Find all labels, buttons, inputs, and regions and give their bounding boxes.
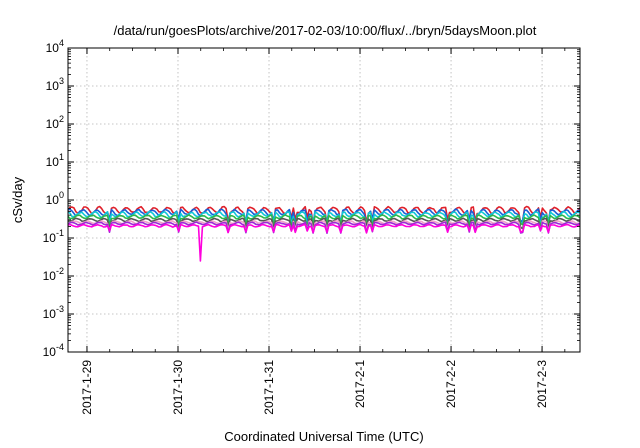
y-tick-exponent: -1	[56, 228, 64, 238]
y-tick-label: 103	[46, 76, 64, 93]
x-tick-label: 2017-1-29	[80, 360, 94, 415]
series-group	[67, 205, 581, 262]
chart-title: /data/run/goesPlots/archive/2017-02-03/1…	[114, 23, 537, 38]
x-tick-label: 2017-2-2	[444, 360, 458, 408]
y-tick-label: 100	[46, 190, 64, 207]
flux-series-line	[67, 217, 581, 231]
grid	[68, 48, 580, 352]
y-tick-label: 10-3	[43, 304, 64, 321]
flux-series-line	[67, 208, 581, 227]
flux-series-line	[67, 223, 581, 262]
x-tick-label: 2017-1-31	[262, 360, 276, 415]
x-tick-labels: 2017-1-29 2017-1-30 2017-1-31 2017-2-1 2017-…	[80, 360, 549, 415]
y-tick-label: 101	[46, 152, 64, 169]
x-axis-label: Coordinated Universal Time (UTC)	[224, 429, 423, 444]
y-tick-label: 10-1	[43, 228, 64, 245]
y-tick-label: 10-2	[43, 266, 64, 283]
y-tick-label: 104	[46, 38, 64, 55]
y-tick-exponent: 0	[59, 190, 64, 200]
flux-series-line	[67, 221, 581, 234]
x-tick-label: 2017-2-3	[535, 360, 549, 408]
y-tick-label: 102	[46, 114, 64, 131]
y-tick-exponent: 2	[59, 114, 64, 124]
y-tick-exponent: -2	[56, 266, 64, 276]
flux-series-line	[67, 214, 581, 228]
y-tick-exponent: -3	[56, 304, 64, 314]
x-tick-label: 2017-2-1	[353, 360, 367, 408]
y-tick-label: 10-4	[43, 342, 64, 359]
y-tick-exponent: -4	[56, 342, 64, 352]
x-tick-label: 2017-1-30	[171, 360, 185, 415]
y-tick-exponent: 1	[59, 152, 64, 162]
axis-ticks	[68, 47, 580, 353]
y-axis-label: cSv/day	[10, 176, 25, 223]
y-tick-exponent: 4	[59, 38, 64, 48]
y-tick-exponent: 3	[59, 76, 64, 86]
